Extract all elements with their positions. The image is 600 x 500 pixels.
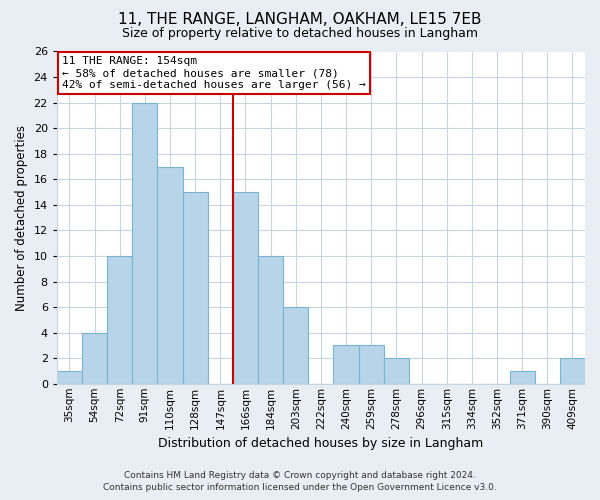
Text: Contains HM Land Registry data © Crown copyright and database right 2024.
Contai: Contains HM Land Registry data © Crown c… xyxy=(103,471,497,492)
Bar xyxy=(132,102,157,384)
Bar xyxy=(283,307,308,384)
Bar xyxy=(107,256,132,384)
X-axis label: Distribution of detached houses by size in Langham: Distribution of detached houses by size … xyxy=(158,437,484,450)
Text: 11, THE RANGE, LANGHAM, OAKHAM, LE15 7EB: 11, THE RANGE, LANGHAM, OAKHAM, LE15 7EB xyxy=(118,12,482,28)
Bar xyxy=(384,358,409,384)
Bar xyxy=(82,332,107,384)
Bar xyxy=(258,256,283,384)
Bar xyxy=(182,192,208,384)
Bar xyxy=(509,371,535,384)
Bar xyxy=(233,192,258,384)
Text: 11 THE RANGE: 154sqm
← 58% of detached houses are smaller (78)
42% of semi-detac: 11 THE RANGE: 154sqm ← 58% of detached h… xyxy=(62,56,366,90)
Y-axis label: Number of detached properties: Number of detached properties xyxy=(15,124,28,310)
Bar xyxy=(359,346,384,384)
Bar xyxy=(334,346,359,384)
Bar xyxy=(57,371,82,384)
Bar xyxy=(560,358,585,384)
Bar xyxy=(157,166,182,384)
Text: Size of property relative to detached houses in Langham: Size of property relative to detached ho… xyxy=(122,28,478,40)
